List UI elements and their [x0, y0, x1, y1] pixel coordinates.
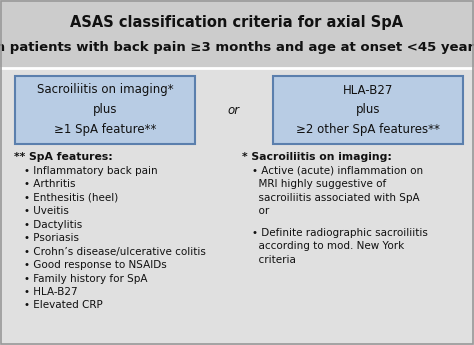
Text: • Dactylitis: • Dactylitis [24, 219, 82, 229]
Text: • Uveitis: • Uveitis [24, 206, 69, 216]
Text: • Elevated CRP: • Elevated CRP [24, 300, 103, 310]
Text: • Active (acute) inflammation on
  MRI highly suggestive of
  sacroiliitis assoc: • Active (acute) inflammation on MRI hig… [252, 166, 423, 216]
Text: • Enthesitis (heel): • Enthesitis (heel) [24, 193, 118, 203]
Text: Sacroiliitis on imaging*
plus
≥1 SpA feature**: Sacroiliitis on imaging* plus ≥1 SpA fea… [36, 83, 173, 137]
Text: • Definite radiographic sacroiliitis
  according to mod. New York
  criteria: • Definite radiographic sacroiliitis acc… [252, 228, 428, 265]
Text: HLA-B27
plus
≥2 other SpA features**: HLA-B27 plus ≥2 other SpA features** [296, 83, 440, 137]
Text: (in patients with back pain ≥3 months and age at onset <45 years): (in patients with back pain ≥3 months an… [0, 41, 474, 55]
Text: • Good response to NSAIDs: • Good response to NSAIDs [24, 260, 167, 270]
FancyBboxPatch shape [15, 76, 195, 144]
Text: • Inflammatory back pain: • Inflammatory back pain [24, 166, 158, 176]
Text: • Psoriasis: • Psoriasis [24, 233, 79, 243]
Text: ** SpA features:: ** SpA features: [14, 152, 113, 162]
Text: ASAS classification criteria for axial SpA: ASAS classification criteria for axial S… [71, 14, 403, 30]
Text: • Crohn’s disease/ulcerative colitis: • Crohn’s disease/ulcerative colitis [24, 246, 206, 256]
Text: or: or [228, 104, 240, 117]
Text: • Arthritis: • Arthritis [24, 179, 75, 189]
Text: • HLA-B27: • HLA-B27 [24, 287, 78, 297]
Text: * Sacroiliitis on imaging:: * Sacroiliitis on imaging: [242, 152, 392, 162]
FancyBboxPatch shape [273, 76, 463, 144]
Bar [0, 0, 474, 68]
Text: • Family history for SpA: • Family history for SpA [24, 274, 147, 284]
